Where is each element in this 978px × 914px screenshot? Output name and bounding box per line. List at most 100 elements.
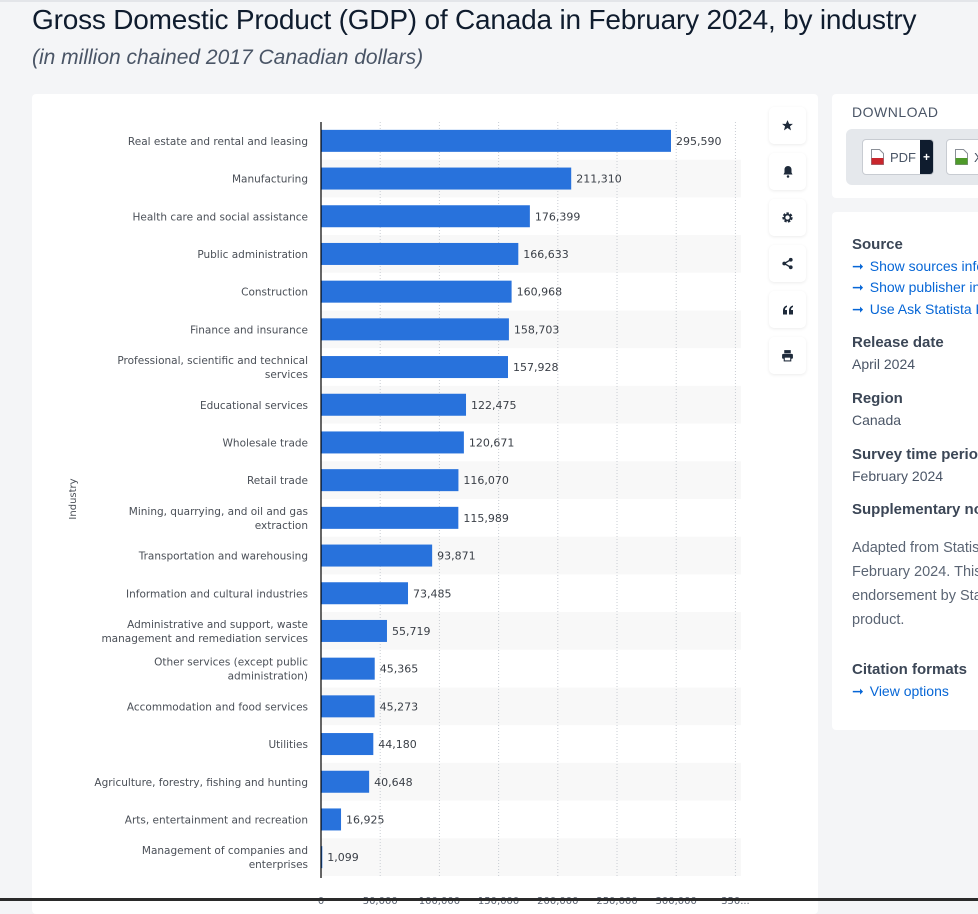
top-border — [0, 0, 978, 2]
category-label: Finance and insurance — [190, 324, 308, 336]
view-options-link[interactable]: ➞ View options — [852, 683, 949, 700]
pdf-label: PDF — [890, 149, 916, 165]
category-label: Retail trade — [247, 475, 308, 487]
value-label: 116,070 — [463, 474, 509, 487]
value-label: 93,871 — [437, 550, 476, 563]
y-axis-title: Industry — [68, 478, 79, 519]
bar[interactable] — [321, 431, 464, 454]
show-sources-link[interactable]: ➞ Show sources information — [852, 258, 978, 275]
pdf-plus-icon[interactable]: + — [920, 140, 933, 174]
link-text: Use Ask Statista Research Service — [869, 301, 978, 317]
category-label: Administrative and support, waste managem… — [101, 619, 308, 645]
info-panel: Source ➞ Show sources information ➞ Show p… — [832, 212, 978, 730]
page-title: Gross Domestic Product (GDP) of Canada i… — [32, 4, 917, 35]
arrow-right-icon: ➞ — [852, 258, 864, 274]
bar[interactable] — [321, 393, 467, 416]
category-label: Arts, entertainment and recreation — [125, 814, 308, 826]
category-label: Information and cultural industries — [126, 588, 308, 600]
print-button[interactable] — [769, 337, 806, 374]
value-label: 211,310 — [576, 173, 622, 186]
bar[interactable] — [321, 242, 519, 265]
bar[interactable] — [321, 582, 409, 605]
category-label: Transportation and warehousing — [138, 551, 308, 563]
bar[interactable] — [321, 205, 530, 228]
link-text: View options — [869, 683, 949, 699]
gear-icon — [781, 211, 794, 224]
value-label: 55,719 — [392, 625, 431, 638]
bar[interactable] — [321, 846, 323, 869]
category-label: Public administration — [197, 249, 308, 261]
bar[interactable] — [321, 506, 459, 529]
quote-icon — [782, 305, 794, 315]
row-stripe — [321, 838, 741, 876]
bar[interactable] — [321, 619, 387, 642]
favorite-button[interactable] — [769, 107, 806, 144]
share-icon — [781, 257, 794, 270]
bar[interactable] — [321, 280, 512, 303]
supplementary-note-line: February 2024. This does not constitute … — [852, 564, 978, 580]
arrow-right-icon: ➞ — [852, 301, 864, 317]
value-label: 1,099 — [327, 851, 359, 864]
value-label: 157,928 — [513, 361, 559, 374]
category-label: Wholesale trade — [223, 437, 308, 449]
bar[interactable] — [321, 167, 572, 190]
bar[interactable] — [321, 808, 342, 831]
citation-heading: Citation formats — [852, 661, 968, 678]
supplementary-note-line: endorsement by Statistics Canada of this — [852, 588, 978, 604]
region-heading: Region — [852, 390, 903, 407]
category-label: Professional, scientific and technical se… — [117, 355, 308, 381]
supplementary-heading: Supplementary notes — [852, 501, 978, 518]
value-label: 120,671 — [469, 436, 514, 449]
xls-file-icon — [955, 149, 968, 165]
value-label: 176,399 — [535, 210, 581, 223]
bar[interactable] — [321, 544, 433, 567]
source-heading: Source — [852, 236, 903, 253]
arrow-right-icon: ➞ — [852, 683, 864, 699]
category-label: Other services (except public administrat… — [154, 657, 308, 683]
category-label: Manufacturing — [232, 174, 308, 186]
value-label: 73,485 — [413, 587, 452, 600]
region-value: Canada — [852, 412, 902, 428]
print-icon — [781, 349, 794, 362]
pdf-file-icon — [871, 149, 884, 165]
category-label: Accommodation and food services — [127, 701, 308, 713]
value-label: 45,273 — [380, 700, 419, 713]
link-text: Show sources information — [869, 258, 978, 274]
download-panel: DOWNLOAD PDF + X — [832, 94, 978, 198]
bar[interactable] — [321, 657, 375, 680]
download-pdf-button[interactable]: PDF + — [862, 139, 934, 175]
category-label: Health care and social assistance — [133, 211, 308, 223]
survey-period-heading: Survey time period — [852, 446, 978, 463]
value-label: 44,180 — [378, 738, 417, 751]
value-label: 122,475 — [471, 399, 517, 412]
notification-button[interactable] — [769, 153, 806, 190]
settings-button[interactable] — [769, 199, 806, 236]
bar[interactable] — [321, 469, 459, 492]
category-label: Mining, quarrying, and oil and gas extrac… — [129, 506, 308, 532]
cite-button[interactable] — [769, 291, 806, 328]
ask-statista-link[interactable]: ➞ Use Ask Statista Research Service — [852, 301, 978, 318]
download-xls-button[interactable]: X — [946, 139, 978, 175]
download-bar: PDF + X — [846, 129, 978, 185]
category-label: Educational services — [200, 400, 308, 412]
supplementary-note-line: product. — [852, 612, 905, 628]
category-label: Agriculture, forestry, fishing and hunti… — [94, 777, 308, 789]
category-label: Construction — [241, 287, 308, 299]
value-label: 166,633 — [523, 248, 569, 261]
bar[interactable] — [321, 129, 671, 152]
category-label: Management of companies and enterprises — [142, 845, 308, 871]
value-label: 295,590 — [676, 135, 722, 148]
value-label: 45,365 — [380, 663, 419, 676]
share-button[interactable] — [769, 245, 806, 282]
row-stripe — [321, 762, 741, 801]
show-publisher-link[interactable]: ➞ Show publisher information — [852, 279, 978, 296]
bar[interactable] — [321, 356, 508, 379]
row-stripe — [321, 612, 741, 650]
row-stripe — [321, 687, 741, 726]
bar[interactable] — [321, 318, 509, 341]
bar[interactable] — [321, 770, 370, 793]
category-label: Real estate and rental and leasing — [128, 136, 308, 148]
download-heading: DOWNLOAD — [852, 104, 939, 120]
bar[interactable] — [321, 695, 375, 718]
bar[interactable] — [321, 733, 374, 756]
